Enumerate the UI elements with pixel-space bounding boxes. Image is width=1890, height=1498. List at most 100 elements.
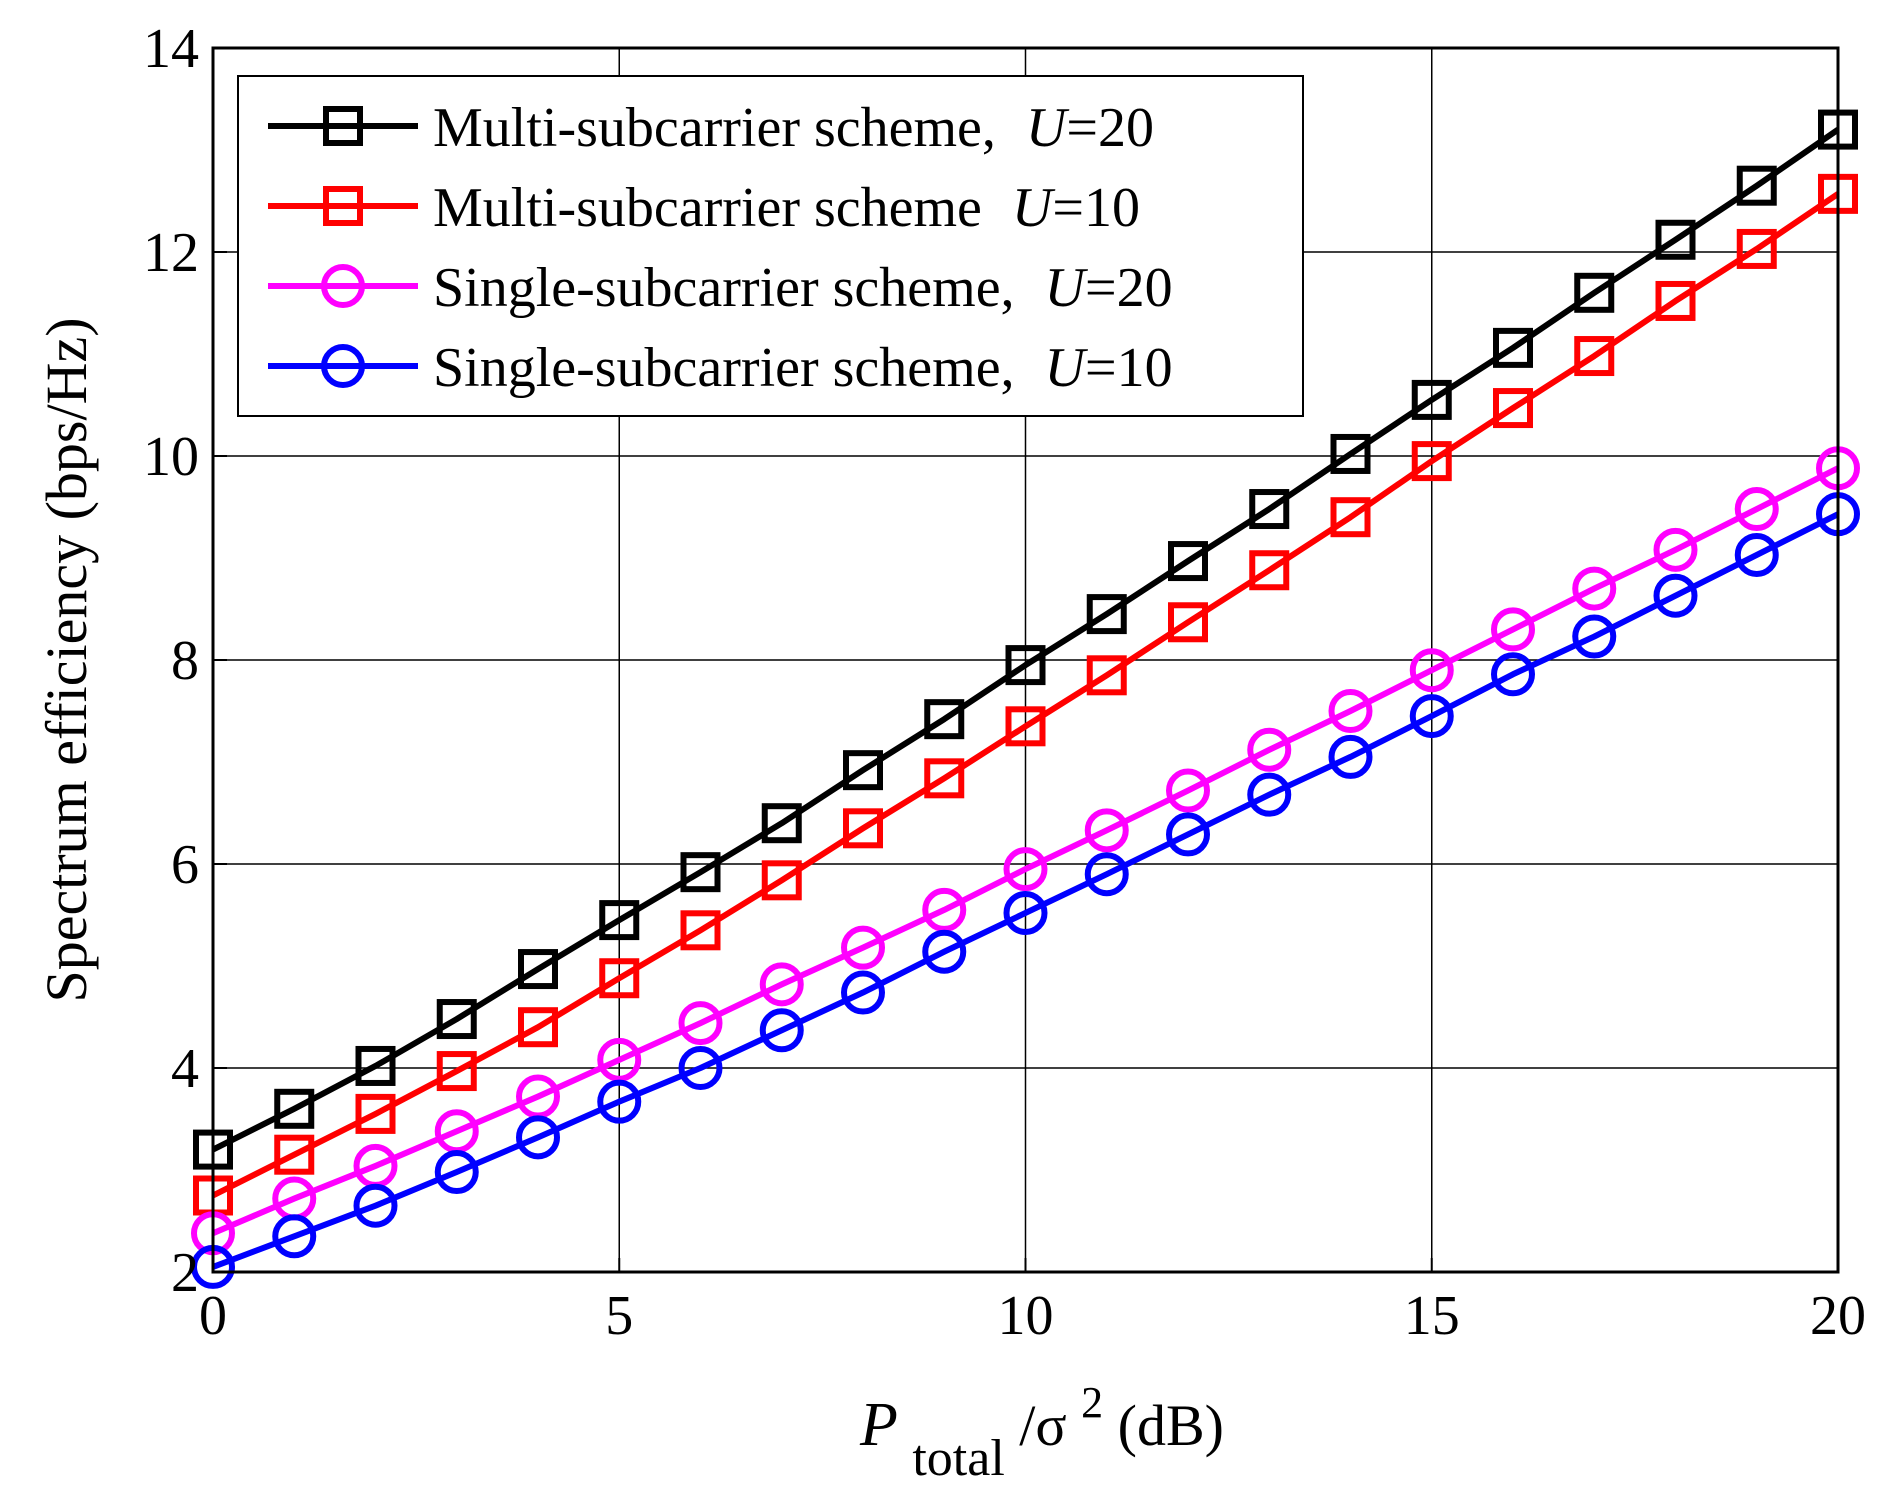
data-point	[1655, 280, 1696, 321]
series-line	[211, 127, 1840, 1153]
data-point	[1328, 689, 1373, 733]
data-point	[1655, 219, 1696, 260]
data-point	[518, 949, 558, 990]
data-point	[1247, 727, 1292, 772]
data-point	[1409, 648, 1454, 693]
series-line	[211, 191, 1840, 1199]
data-point	[1003, 847, 1048, 892]
legend-label-main: Multi-subcarrier scheme	[433, 177, 982, 239]
legend-marker	[321, 264, 365, 308]
data-point	[516, 1115, 560, 1160]
data-point	[1653, 527, 1698, 572]
data-point	[680, 910, 721, 951]
data-point	[1574, 336, 1615, 377]
legend-label-var: U	[1026, 97, 1070, 159]
legend-label-value: =20	[1066, 97, 1154, 159]
data-point	[1003, 890, 1048, 935]
legend-label-value: =10	[1085, 337, 1173, 399]
data-point	[355, 1093, 396, 1134]
legend-item: Single-subcarrier scheme, U=10	[268, 337, 1173, 399]
data-point	[599, 958, 640, 999]
data-point	[1084, 808, 1129, 853]
legend-label-main: Single-subcarrier scheme,	[433, 257, 1015, 319]
data-point	[1411, 441, 1452, 482]
data-point	[353, 1183, 398, 1228]
legend-item: Single-subcarrier scheme, U=20	[268, 257, 1173, 319]
data-point	[1086, 655, 1127, 696]
data-point	[759, 962, 804, 1007]
data-point	[1086, 594, 1127, 635]
data-point	[434, 1150, 479, 1195]
y-axis-label: Spectrum efficiency (bps/Hz)	[34, 317, 99, 1002]
data-point	[841, 925, 885, 970]
x-label-unit: (dB)	[1118, 1393, 1224, 1458]
data-point	[1736, 228, 1777, 269]
legend: Multi-subcarrier scheme, U=20Multi-subcar…	[237, 75, 1304, 417]
data-point	[1736, 165, 1777, 206]
data-point	[1411, 379, 1452, 420]
y-tick-label: 4	[171, 1038, 199, 1100]
data-point	[436, 1051, 477, 1092]
data-point	[1247, 772, 1292, 817]
data-point	[1005, 706, 1046, 747]
legend-marker	[323, 186, 363, 226]
data-point	[599, 900, 640, 941]
x-tick-label: 15	[1404, 1285, 1460, 1347]
data-point	[597, 1037, 642, 1082]
data-point	[1249, 489, 1290, 530]
legend-label-value: =10	[1052, 177, 1140, 239]
x-label-symbol: P	[859, 1391, 898, 1459]
legend-label-main: Single-subcarrier scheme,	[433, 337, 1015, 399]
data-point	[1491, 652, 1535, 697]
data-point	[1491, 607, 1535, 652]
series-line	[211, 465, 1840, 1236]
data-point	[924, 699, 965, 740]
data-point	[518, 1007, 558, 1048]
data-point	[1168, 541, 1208, 582]
legend-label-var: U	[1045, 337, 1089, 399]
legend-label-var: U	[1045, 257, 1089, 319]
legend-label-var: U	[1012, 177, 1056, 239]
data-point	[436, 999, 477, 1040]
legend-marker	[321, 344, 365, 388]
data-point	[922, 929, 967, 974]
y-tick-label: 14	[143, 18, 199, 80]
data-point	[1574, 272, 1615, 313]
data-point	[272, 1214, 317, 1259]
x-tick-label: 0	[199, 1285, 227, 1347]
x-label-subscript: total	[912, 1430, 1004, 1487]
x-tick-label: 5	[605, 1285, 633, 1347]
data-point	[680, 852, 721, 893]
x-label-superscript: 2	[1081, 1378, 1103, 1427]
data-point	[843, 750, 883, 791]
data-point	[1572, 566, 1617, 611]
data-point	[678, 1046, 723, 1090]
data-point	[1166, 768, 1210, 813]
legend-item: Multi-subcarrier scheme, U=20	[268, 97, 1154, 159]
data-point	[922, 887, 967, 932]
data-point	[1330, 433, 1371, 474]
legend-item: Multi-subcarrier scheme U=10	[268, 177, 1140, 239]
legend-label: Multi-subcarrier scheme, U=20	[433, 97, 1154, 159]
data-point	[1166, 812, 1210, 857]
data-point	[678, 1001, 723, 1046]
data-point	[1328, 734, 1373, 779]
x-axis-label: P total /σ 2 (dB)	[859, 1365, 1224, 1488]
data-point	[355, 1045, 396, 1086]
legend-label: Single-subcarrier scheme, U=10	[433, 337, 1173, 399]
series-line	[211, 511, 1840, 1270]
data-point	[761, 860, 802, 901]
data-point	[841, 970, 885, 1015]
data-point	[924, 758, 965, 799]
legend-label-value: =20	[1085, 257, 1173, 319]
data-point	[1409, 694, 1454, 739]
x-tick-label: 10	[998, 1285, 1054, 1347]
data-point	[1493, 388, 1533, 429]
y-tick-label: 12	[143, 222, 199, 284]
data-point	[1653, 573, 1698, 618]
data-point	[597, 1079, 642, 1124]
legend-label-main: Multi-subcarrier scheme,	[433, 97, 996, 159]
series-layer	[191, 109, 1860, 1289]
data-point	[843, 808, 883, 849]
